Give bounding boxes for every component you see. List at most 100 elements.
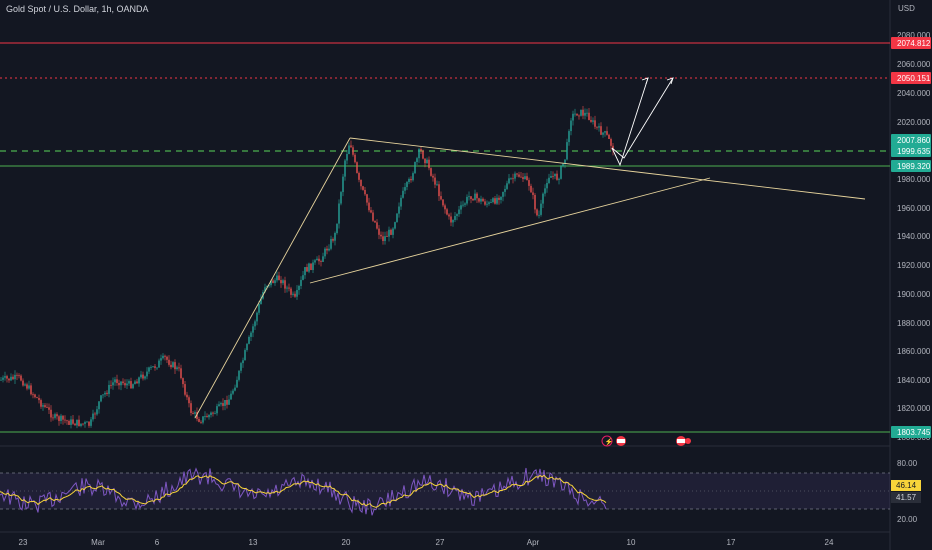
price-level-badges: 2074.812 2050.151 2007.860 1999.635 1989.320…: [891, 37, 931, 438]
candle-body: [540, 203, 542, 215]
candle-body: [518, 174, 520, 177]
candle-body: [308, 263, 310, 272]
time-axis[interactable]: 23 Mar 6 13 20 27 Apr 10 17 24: [19, 538, 834, 547]
symbol-title: Gold Spot / U.S. Dollar, 1h, OANDA: [6, 4, 149, 14]
candle-body: [454, 216, 456, 220]
candle-body: [174, 362, 176, 370]
candle-body: [144, 376, 146, 379]
candle-body: [466, 196, 468, 204]
price-axis[interactable]: 2080.000 2060.000 2040.000 2020.000 1980.000…: [897, 31, 931, 442]
candle-body: [374, 220, 376, 223]
candle-body: [34, 394, 36, 398]
candle-body: [532, 192, 534, 195]
price-tick-label: 2080.000: [897, 31, 931, 40]
candle-body: [560, 165, 562, 179]
candle-body: [514, 173, 516, 179]
candle-body: [442, 199, 444, 206]
candle-body: [188, 397, 190, 404]
price-tick-label: 1960.000: [897, 204, 931, 213]
candle-body: [130, 381, 132, 389]
candle-body: [358, 172, 360, 180]
candle-body: [354, 154, 356, 163]
candle-body: [84, 422, 86, 424]
candle-body: [522, 177, 524, 180]
candle-body: [302, 275, 304, 280]
trendline-lower-triangle[interactable]: [309, 177, 711, 284]
candle-body: [516, 173, 518, 175]
candle-body: [512, 178, 514, 180]
candle-body: [484, 201, 486, 205]
candle-body: [582, 109, 584, 116]
price-tick-label: 1840.000: [897, 376, 931, 385]
candle-body: [276, 275, 278, 281]
candle-body: [60, 415, 62, 421]
candle-body: [388, 229, 390, 237]
candle-body: [290, 288, 292, 295]
candle-body: [74, 423, 76, 426]
candle-body: [0, 379, 2, 381]
event-marker-lightning[interactable]: ⚡: [601, 435, 613, 447]
price-badge: 1989.320: [891, 160, 931, 172]
candle-body: [266, 285, 268, 288]
candle-body: [578, 115, 580, 117]
candle-body: [304, 267, 306, 276]
candle-body: [568, 131, 570, 143]
candle-body: [362, 186, 364, 190]
candle-body: [158, 360, 160, 368]
candle-body: [580, 109, 582, 116]
candle-body: [588, 112, 590, 120]
candle-body: [72, 419, 74, 424]
candle-body: [96, 409, 98, 415]
projection-path-2[interactable]: [611, 77, 674, 159]
candle-body: [120, 381, 122, 386]
candle-body: [14, 374, 16, 380]
time-tick-label: 13: [249, 538, 258, 547]
event-marker-us[interactable]: [616, 436, 626, 446]
candle-body: [118, 382, 120, 386]
candle-body: [606, 131, 608, 135]
candle-body: [482, 198, 484, 202]
candle-body: [492, 198, 494, 203]
candle-body: [138, 377, 140, 384]
candle-body: [472, 198, 474, 201]
candle-body: [216, 406, 218, 414]
candle-body: [214, 413, 216, 415]
time-tick-label: Mar: [91, 538, 105, 547]
candle-body: [206, 416, 208, 418]
price-tick-label: 1940.000: [897, 232, 931, 241]
candle-body: [326, 248, 328, 251]
candle-body: [426, 159, 428, 164]
candle-body: [272, 280, 274, 284]
candle-body: [128, 381, 130, 384]
rsi-ma-label: 41.57: [896, 493, 917, 502]
candle-body: [496, 197, 498, 204]
candle-body: [184, 384, 186, 395]
candle-body: [604, 131, 606, 133]
candle-body: [2, 377, 4, 380]
price-badge-label: 1803.745: [897, 428, 931, 437]
candle-body: [220, 403, 222, 405]
candle-body: [22, 380, 24, 386]
candle-body: [458, 209, 460, 215]
price-tick-label: 1900.000: [897, 290, 931, 299]
candle-body: [378, 228, 380, 235]
projection-path-1[interactable]: [611, 77, 649, 167]
candle-body: [490, 202, 492, 203]
event-marker-us-2[interactable]: [676, 436, 691, 446]
candle-body: [208, 414, 210, 418]
candle-body: [64, 419, 66, 421]
arrowhead-icon: [641, 77, 649, 85]
trendline-upper-triangle[interactable]: [349, 137, 866, 200]
candle-body: [250, 332, 252, 337]
candle-body: [526, 176, 528, 181]
candle-body: [332, 239, 334, 241]
trendline-impulse[interactable]: [194, 137, 351, 419]
price-badge-label: 2007.860: [897, 136, 931, 145]
candle-body: [20, 375, 22, 381]
candle-body: [54, 414, 56, 418]
candle-body: [254, 321, 256, 327]
candle-body: [234, 387, 236, 391]
candle-body: [396, 213, 398, 223]
